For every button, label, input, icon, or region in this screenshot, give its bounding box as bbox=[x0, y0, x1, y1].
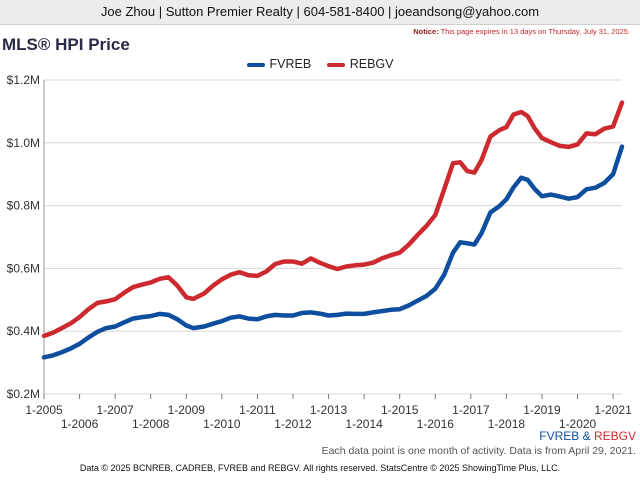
legend-item-fvreb: FVREB bbox=[246, 57, 312, 71]
contact-line: Joe Zhou | Sutton Premier Realty | 604-5… bbox=[100, 4, 540, 19]
x-tick-label: 1-2017 bbox=[452, 403, 490, 417]
x-tick-label: 1-2015 bbox=[381, 403, 419, 417]
series-layer bbox=[41, 100, 625, 360]
y-tick-label: $1.2M bbox=[7, 73, 40, 87]
x-tick-label: 1-2018 bbox=[488, 417, 526, 431]
y-tick-label: $0.6M bbox=[7, 261, 40, 275]
y-tick-label: $1.0M bbox=[7, 136, 40, 150]
activity-note: Each data point is one month of activity… bbox=[321, 445, 636, 457]
footer-series-fvreb: FVREB bbox=[539, 429, 580, 443]
x-tick-label: 1-2016 bbox=[417, 417, 455, 431]
legend-label-rebgv: REBGV bbox=[349, 57, 394, 71]
y-tick-label: $0.2M bbox=[7, 387, 40, 401]
x-tick-label: 1-2010 bbox=[203, 417, 241, 431]
series-names: FVREB & REBGV bbox=[539, 429, 636, 443]
axis-layer: $0.2M$0.4M$0.6M$0.8M$1.0M$1.2M1-20051-20… bbox=[7, 73, 632, 431]
footer-series-rebgv: REBGV bbox=[593, 429, 636, 443]
x-tick-label: 1-2014 bbox=[345, 417, 383, 431]
y-tick-label: $0.4M bbox=[7, 324, 40, 338]
footer-amp: & bbox=[582, 429, 591, 443]
x-tick-label: 1-2009 bbox=[168, 403, 206, 417]
chart-legend: FVREB REBGV bbox=[0, 57, 640, 71]
y-tick-label: $0.8M bbox=[7, 199, 40, 213]
legend-swatch-rebgv bbox=[326, 62, 345, 67]
copyright-note: Data © 2025 BCNREB, CADREB, FVREB and RE… bbox=[79, 463, 561, 473]
x-tick-label: 1-2005 bbox=[25, 403, 63, 417]
series-line-rebgv bbox=[41, 100, 625, 339]
legend-item-rebgv: REBGV bbox=[326, 57, 394, 71]
x-tick-label: 1-2020 bbox=[559, 417, 597, 431]
x-tick-label: 1-2007 bbox=[96, 403, 134, 417]
notice-text: This page expires in 13 days on Thursday… bbox=[440, 27, 630, 36]
x-tick-label: 1-2021 bbox=[594, 403, 632, 417]
x-tick-label: 1-2019 bbox=[523, 403, 561, 417]
x-tick-label: 1-2011 bbox=[239, 403, 276, 417]
expiry-notice: Notice: This page expires in 13 days on … bbox=[413, 27, 630, 36]
legend-swatch-fvreb bbox=[246, 62, 265, 67]
series-line-fvreb bbox=[41, 144, 625, 360]
x-tick-label: 1-2006 bbox=[61, 417, 99, 431]
x-tick-label: 1-2013 bbox=[310, 403, 348, 417]
chart-title: MLS® HPI Price bbox=[2, 35, 130, 54]
x-tick-label: 1-2012 bbox=[274, 417, 312, 431]
legend-label-fvreb: FVREB bbox=[269, 57, 312, 71]
x-tick-label: 1-2008 bbox=[132, 417, 170, 431]
notice-label: Notice: bbox=[413, 27, 439, 36]
contact-header: Joe Zhou | Sutton Premier Realty | 604-5… bbox=[0, 0, 640, 25]
